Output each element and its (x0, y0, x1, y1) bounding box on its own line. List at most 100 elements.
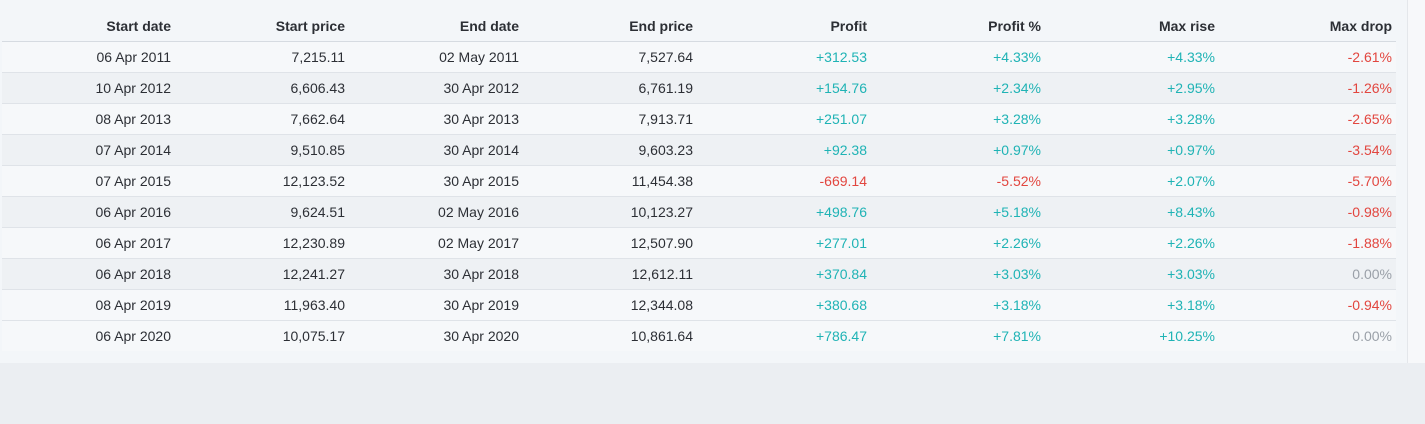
end-price-cell: 12,507.90 (523, 227, 697, 259)
column-header-max-rise[interactable]: Max rise (1045, 10, 1219, 42)
table-row: 06 Apr 2016 9,624.51 02 May 2016 10,123.27 +… (2, 196, 1396, 228)
end-price-cell: 12,612.11 (523, 258, 697, 290)
end-date-cell: 30 Apr 2020 (349, 320, 523, 351)
max-rise-cell: +3.03% (1045, 258, 1219, 290)
profit-cell: -669.14 (697, 165, 871, 197)
max-drop-cell: -1.88% (1219, 227, 1396, 259)
profit-percent-cell: +4.33% (871, 41, 1045, 73)
table-row: 10 Apr 2012 6,606.43 30 Apr 2012 6,761.19 +1… (2, 72, 1396, 104)
profit-percent-cell: -5.52% (871, 165, 1045, 197)
end-price-cell: 9,603.23 (523, 134, 697, 166)
end-date-cell: 30 Apr 2019 (349, 289, 523, 321)
column-header-max-drop[interactable]: Max drop (1219, 10, 1396, 42)
start-date-cell: 06 Apr 2016 (2, 196, 175, 228)
end-date-cell: 02 May 2011 (349, 41, 523, 73)
end-date-cell: 30 Apr 2014 (349, 134, 523, 166)
max-rise-cell: +0.97% (1045, 134, 1219, 166)
end-price-cell: 12,344.08 (523, 289, 697, 321)
start-price-cell: 9,624.51 (175, 196, 349, 228)
end-price-cell: 11,454.38 (523, 165, 697, 197)
max-rise-cell: +8.43% (1045, 196, 1219, 228)
max-drop-cell: -5.70% (1219, 165, 1396, 197)
max-rise-cell: +4.33% (1045, 41, 1219, 73)
end-price-cell: 10,123.27 (523, 196, 697, 228)
column-header-profit[interactable]: Profit (697, 10, 871, 42)
max-drop-cell: 0.00% (1219, 258, 1396, 290)
end-date-cell: 30 Apr 2015 (349, 165, 523, 197)
profit-percent-cell: +3.18% (871, 289, 1045, 321)
profit-cell: +498.76 (697, 196, 871, 228)
start-price-cell: 7,662.64 (175, 103, 349, 135)
max-drop-cell: -1.26% (1219, 72, 1396, 104)
table-row: 06 Apr 2020 10,075.17 30 Apr 2020 10,861.64… (2, 320, 1396, 351)
profit-percent-cell: +3.28% (871, 103, 1045, 135)
end-date-cell: 30 Apr 2013 (349, 103, 523, 135)
profit-percent-cell: +2.26% (871, 227, 1045, 259)
max-drop-cell: 0.00% (1219, 320, 1396, 351)
max-drop-cell: -2.65% (1219, 103, 1396, 135)
profit-percent-cell: +5.18% (871, 196, 1045, 228)
table-row: 08 Apr 2013 7,662.64 30 Apr 2013 7,913.71 +2… (2, 103, 1396, 135)
table-row: 06 Apr 2018 12,241.27 30 Apr 2018 12,612.11… (2, 258, 1396, 290)
column-header-profit-percent[interactable]: Profit % (871, 10, 1045, 42)
column-header-end-date[interactable]: End date (349, 10, 523, 42)
start-date-cell: 06 Apr 2011 (2, 41, 175, 73)
seasonality-results-table: Start date Start price End date End pric… (2, 10, 1396, 351)
max-rise-cell: +3.18% (1045, 289, 1219, 321)
end-date-cell: 02 May 2016 (349, 196, 523, 228)
start-price-cell: 9,510.85 (175, 134, 349, 166)
max-rise-cell: +2.07% (1045, 165, 1219, 197)
max-drop-cell: -0.94% (1219, 289, 1396, 321)
profit-cell: +154.76 (697, 72, 871, 104)
column-header-start-price[interactable]: Start price (175, 10, 349, 42)
start-date-cell: 10 Apr 2012 (2, 72, 175, 104)
profit-percent-cell: +3.03% (871, 258, 1045, 290)
profit-percent-cell: +7.81% (871, 320, 1045, 351)
start-date-cell: 08 Apr 2019 (2, 289, 175, 321)
start-price-cell: 7,215.11 (175, 41, 349, 73)
profit-cell: +92.38 (697, 134, 871, 166)
max-rise-cell: +2.95% (1045, 72, 1219, 104)
start-date-cell: 07 Apr 2014 (2, 134, 175, 166)
table-body: 06 Apr 2011 7,215.11 02 May 2011 7,527.64 +3… (2, 41, 1396, 351)
start-price-cell: 12,123.52 (175, 165, 349, 197)
start-date-cell: 06 Apr 2020 (2, 320, 175, 351)
start-date-cell: 07 Apr 2015 (2, 165, 175, 197)
end-price-cell: 7,913.71 (523, 103, 697, 135)
start-price-cell: 11,963.40 (175, 289, 349, 321)
end-date-cell: 02 May 2017 (349, 227, 523, 259)
max-drop-cell: -2.61% (1219, 41, 1396, 73)
profit-cell: +277.01 (697, 227, 871, 259)
profit-cell: +380.68 (697, 289, 871, 321)
column-header-start-date[interactable]: Start date (2, 10, 175, 42)
profit-cell: +786.47 (697, 320, 871, 351)
end-price-cell: 10,861.64 (523, 320, 697, 351)
table-header-row: Start date Start price End date End pric… (2, 10, 1396, 42)
results-panel: Start date Start price End date End pric… (2, 10, 1396, 351)
end-price-cell: 6,761.19 (523, 72, 697, 104)
start-price-cell: 12,241.27 (175, 258, 349, 290)
end-date-cell: 30 Apr 2018 (349, 258, 523, 290)
start-date-cell: 06 Apr 2017 (2, 227, 175, 259)
start-date-cell: 06 Apr 2018 (2, 258, 175, 290)
start-price-cell: 10,075.17 (175, 320, 349, 351)
start-price-cell: 12,230.89 (175, 227, 349, 259)
table-row: 08 Apr 2019 11,963.40 30 Apr 2019 12,344.08… (2, 289, 1396, 321)
column-header-end-price[interactable]: End price (523, 10, 697, 42)
table-row: 07 Apr 2015 12,123.52 30 Apr 2015 11,454.38… (2, 165, 1396, 197)
max-drop-cell: -3.54% (1219, 134, 1396, 166)
end-price-cell: 7,527.64 (523, 41, 697, 73)
profit-cell: +251.07 (697, 103, 871, 135)
vertical-scrollbar[interactable] (1407, 0, 1425, 363)
profit-cell: +370.84 (697, 258, 871, 290)
start-price-cell: 6,606.43 (175, 72, 349, 104)
max-rise-cell: +2.26% (1045, 227, 1219, 259)
start-date-cell: 08 Apr 2013 (2, 103, 175, 135)
max-rise-cell: +3.28% (1045, 103, 1219, 135)
profit-percent-cell: +2.34% (871, 72, 1045, 104)
table-row: 06 Apr 2017 12,230.89 02 May 2017 12,507.90… (2, 227, 1396, 259)
profit-percent-cell: +0.97% (871, 134, 1045, 166)
end-date-cell: 30 Apr 2012 (349, 72, 523, 104)
table-row: 06 Apr 2011 7,215.11 02 May 2011 7,527.64 +3… (2, 41, 1396, 73)
table-row: 07 Apr 2014 9,510.85 30 Apr 2014 9,603.23 +9… (2, 134, 1396, 166)
